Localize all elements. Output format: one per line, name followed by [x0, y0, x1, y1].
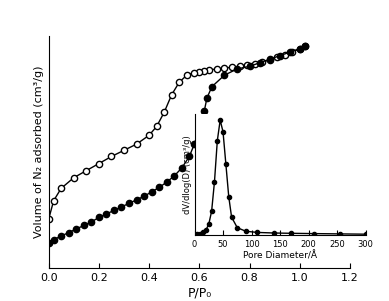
- Y-axis label: dV/dlog(D) (cm³/g): dV/dlog(D) (cm³/g): [183, 135, 192, 214]
- X-axis label: Pore Diameter/Å: Pore Diameter/Å: [243, 251, 317, 261]
- X-axis label: P/P₀: P/P₀: [187, 287, 212, 300]
- Y-axis label: Volume of N₂ adsorbed (cm³/g): Volume of N₂ adsorbed (cm³/g): [35, 66, 44, 238]
